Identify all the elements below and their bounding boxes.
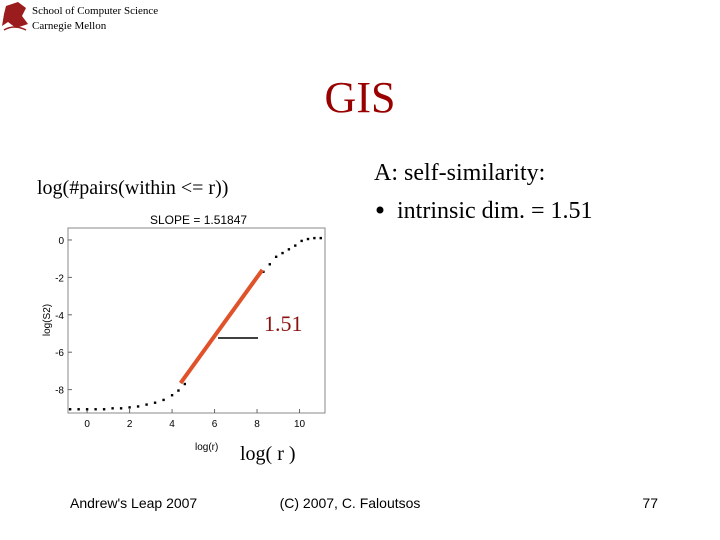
data-point [77,408,80,411]
footer-page: 77 [642,495,658,511]
slide-title: GIS [325,73,396,122]
y-tick-label: -4 [55,311,64,322]
data-point [306,237,310,241]
data-point [177,389,180,392]
data-point [111,407,114,410]
x-tick-label: 2 [127,419,133,430]
y-tick-label: -8 [55,386,64,397]
data-point [85,408,89,411]
y-tick-label: -6 [55,348,64,359]
text-heading: A: self-similarity: [374,160,545,186]
x-tick-label: 10 [294,419,306,430]
data-point [153,401,157,404]
x-tick-label: 4 [169,419,175,430]
data-point [102,408,106,411]
data-point [281,251,284,255]
text-bullet: intrinsic dim. = 1.51 [397,198,593,224]
data-point [319,236,322,240]
header-school: School of Computer Science [32,5,158,17]
data-point [162,398,165,402]
footer-center: (C) 2007, C. Faloutsos [280,495,421,511]
data-point [119,407,123,410]
plot-title: SLOPE = 1.51847 [150,213,247,227]
header-university: Carnegie Mellon [32,20,107,32]
x-axis-label: log(r) [195,442,218,453]
data-point [294,244,297,247]
footer-left: Andrew's Leap 2007 [70,495,197,511]
fit-line [178,268,264,385]
x-tick-label: 0 [84,419,90,430]
data-point [136,405,140,408]
plot-frame [67,227,326,414]
data-point [68,408,72,411]
y-axis-label: log(S2) [42,304,53,336]
data-point [145,403,148,406]
data-point [128,406,131,409]
data-point [300,239,303,243]
data-point [268,263,271,266]
bullet [376,206,384,214]
annotation: 1.51 [264,311,303,336]
data-point [313,236,316,240]
data-point [183,382,187,386]
y-tick-label: 0 [58,236,64,247]
y-outer-label: log(#pairs(within <= r)) [37,177,228,199]
logo [2,2,28,31]
x-tick-label: 8 [254,419,260,430]
x-outer-label: log( r ) [240,443,296,465]
x-tick-label: 6 [212,419,218,430]
y-tick-label: -2 [55,273,64,284]
data-point [287,248,291,251]
data-point [274,255,278,259]
data-point [94,408,97,411]
data-point [170,394,174,397]
